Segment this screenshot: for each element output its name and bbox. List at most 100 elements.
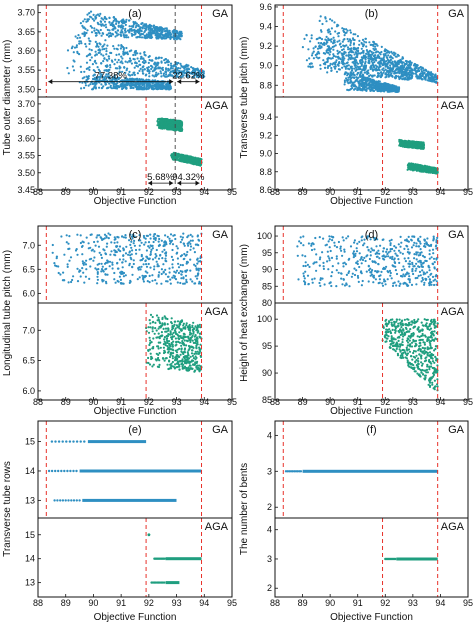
data-point <box>127 53 129 55</box>
data-point <box>351 56 353 58</box>
data-point <box>138 29 140 31</box>
data-point <box>125 47 127 49</box>
data-point <box>194 160 196 162</box>
data-point <box>128 71 130 73</box>
data-point <box>334 30 336 32</box>
data-point <box>403 64 405 66</box>
data-point <box>324 67 326 69</box>
data-point <box>347 46 349 48</box>
data-point <box>162 35 164 37</box>
data-point <box>354 74 356 76</box>
data-point <box>346 62 348 64</box>
data-point <box>100 21 102 23</box>
data-point <box>147 88 149 90</box>
data-point <box>98 42 100 44</box>
data-point <box>175 62 177 64</box>
data-point <box>340 46 342 48</box>
data-point <box>76 44 78 46</box>
data-point <box>368 57 370 59</box>
data-point <box>380 51 382 53</box>
data-point <box>116 61 118 63</box>
y-tick-label: 9.0 <box>259 61 272 71</box>
data-point <box>166 118 168 120</box>
data-point <box>123 84 125 86</box>
data-point <box>101 48 103 50</box>
data-point <box>132 26 134 28</box>
data-point <box>91 56 93 58</box>
data-point <box>330 67 332 69</box>
data-point <box>91 49 93 51</box>
data-point <box>88 43 90 45</box>
data-point <box>400 65 402 67</box>
annotation-label: 94.32% <box>172 172 205 183</box>
data-point <box>333 21 335 23</box>
data-point <box>122 27 124 29</box>
data-point <box>134 84 136 86</box>
data-point <box>369 82 371 84</box>
data-point <box>101 87 103 89</box>
data-point <box>118 59 120 61</box>
data-point <box>105 83 107 85</box>
data-point <box>108 17 110 19</box>
data-point <box>325 17 327 19</box>
data-point <box>311 54 313 56</box>
data-point <box>86 29 88 31</box>
data-point <box>319 64 321 66</box>
data-point <box>418 67 420 69</box>
data-point <box>167 75 169 77</box>
data-point <box>158 123 160 125</box>
data-point <box>120 35 122 37</box>
data-point <box>108 58 110 60</box>
data-point <box>354 88 356 90</box>
data-point <box>375 51 377 53</box>
data-point <box>386 74 388 76</box>
data-point <box>125 87 127 89</box>
data-point <box>422 78 424 80</box>
data-point <box>75 35 77 37</box>
data-point <box>171 65 173 67</box>
data-point <box>355 66 357 68</box>
data-point <box>397 54 399 56</box>
data-point <box>383 90 385 92</box>
data-point <box>173 64 175 66</box>
data-point <box>91 27 93 29</box>
data-point <box>316 52 318 54</box>
data-point <box>129 50 131 52</box>
data-point <box>190 162 192 164</box>
data-point <box>81 25 83 27</box>
y-tick-label: 3.50 <box>17 84 35 94</box>
data-point <box>359 71 361 73</box>
data-point <box>365 38 367 40</box>
data-point <box>354 80 356 82</box>
data-point <box>377 89 379 91</box>
data-point <box>172 157 174 159</box>
data-point <box>156 37 158 39</box>
data-point <box>336 41 338 43</box>
data-point <box>137 83 139 85</box>
data-point <box>186 155 188 157</box>
data-point <box>144 27 146 29</box>
data-point <box>352 84 354 86</box>
data-point <box>160 33 162 35</box>
data-point <box>177 127 179 129</box>
data-point <box>404 70 406 72</box>
data-point <box>375 48 377 50</box>
data-point <box>112 45 114 47</box>
data-point <box>390 62 392 64</box>
data-point <box>359 62 361 64</box>
data-point <box>344 45 346 47</box>
data-point <box>401 144 403 146</box>
data-point <box>126 34 128 36</box>
data-point <box>402 57 404 59</box>
data-point <box>176 67 178 69</box>
data-point <box>172 122 174 124</box>
data-point <box>377 80 379 82</box>
data-point <box>363 85 365 87</box>
data-point <box>177 123 179 125</box>
data-point <box>350 66 352 68</box>
data-point <box>365 65 367 67</box>
data-point <box>352 76 354 78</box>
data-point <box>112 28 114 30</box>
data-point <box>380 53 382 55</box>
